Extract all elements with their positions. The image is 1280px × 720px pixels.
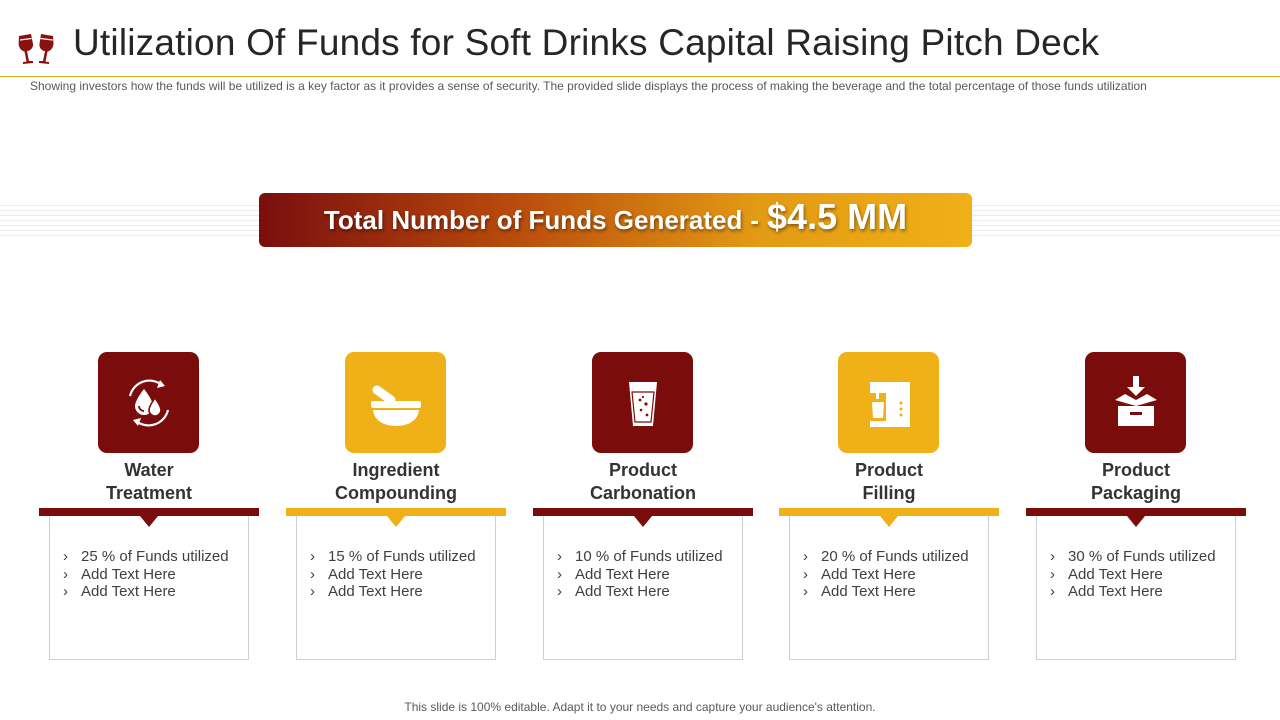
stage-product-filling: Product Filling › 20 % of Funds utilized … bbox=[779, 352, 999, 662]
list-item: › Add Text Here bbox=[310, 565, 423, 583]
stage-divider-bar bbox=[1026, 508, 1246, 516]
stage-product-carbonation: Product Carbonation › 10 % of Funds utili… bbox=[533, 352, 753, 662]
mortar-pestle-icon bbox=[370, 385, 421, 426]
filling-machine-icon bbox=[869, 381, 910, 427]
stage-details-card: › 30 % of Funds utilized › Add Text Here ›… bbox=[1036, 516, 1236, 660]
stage-details-card: › 15 % of Funds utilized › Add Text Here ›… bbox=[296, 516, 496, 660]
stage-ingredient-compounding: Ingredient Compounding › 15 % of Funds ut… bbox=[286, 352, 506, 662]
list-item-text: Add Text Here bbox=[575, 583, 670, 600]
stage-title-line: Treatment bbox=[105, 483, 193, 503]
stage-divider-bar bbox=[286, 508, 506, 516]
list-item-text: 30 % of Funds utilized bbox=[1068, 548, 1216, 565]
page-title: Utilization Of Funds for Soft Drinks Cap… bbox=[73, 22, 1100, 63]
stage-water-treatment: Water Treatment › 25 % of Funds utilized … bbox=[39, 352, 259, 662]
packaging-box-icon bbox=[1114, 375, 1157, 426]
list-item: › Add Text Here bbox=[803, 583, 916, 600]
stage-title-line: Product bbox=[854, 460, 923, 480]
list-item-text: 10 % of Funds utilized bbox=[575, 548, 723, 565]
list-item-text: Add Text Here bbox=[1068, 565, 1163, 583]
list-item: › Add Text Here bbox=[310, 583, 423, 600]
stage-details-card: › 25 % of Funds utilized › Add Text Here ›… bbox=[49, 516, 249, 660]
stage-title: Product Filling bbox=[779, 459, 999, 505]
stage-divider-bar bbox=[533, 508, 753, 516]
list-item: › Add Text Here bbox=[1050, 565, 1163, 583]
list-item-text: Add Text Here bbox=[575, 565, 670, 583]
banner-separator: - bbox=[750, 204, 760, 235]
list-item: › Add Text Here bbox=[63, 565, 176, 583]
stage-icon-box bbox=[1085, 352, 1186, 453]
stage-pointer bbox=[880, 516, 898, 527]
list-item: › Add Text Here bbox=[803, 565, 916, 583]
page-subtitle: Showing investors how the funds will be … bbox=[30, 79, 1147, 93]
stage-title-line: Filling bbox=[862, 483, 916, 503]
list-item-text: Add Text Here bbox=[328, 583, 423, 600]
stage-icon-box bbox=[592, 352, 693, 453]
stage-icon-box bbox=[838, 352, 939, 453]
total-funds-banner: Total Number of Funds Generated - $4.5 M… bbox=[259, 193, 972, 247]
list-item: › 20 % of Funds utilized bbox=[803, 548, 969, 565]
stage-pointer bbox=[634, 516, 652, 527]
footer-note: This slide is 100% editable. Adapt it to… bbox=[404, 700, 876, 714]
title-divider bbox=[0, 76, 1280, 77]
stage-title-line: Ingredient bbox=[352, 460, 440, 480]
stage-details-card: › 20 % of Funds utilized › Add Text Here ›… bbox=[789, 516, 989, 660]
stage-icon-box bbox=[345, 352, 446, 453]
stage-title-line: Product bbox=[608, 460, 677, 480]
list-item: › 25 % of Funds utilized bbox=[63, 548, 229, 565]
stage-divider-bar bbox=[779, 508, 999, 516]
stage-title-line: Packaging bbox=[1090, 483, 1182, 503]
list-item: › Add Text Here bbox=[1050, 583, 1163, 600]
list-item: › 15 % of Funds utilized bbox=[310, 548, 476, 565]
wine-glasses-icon bbox=[18, 34, 54, 64]
stage-title: Ingredient Compounding bbox=[286, 459, 506, 505]
stage-divider-bar bbox=[39, 508, 259, 516]
list-item-text: 20 % of Funds utilized bbox=[821, 548, 969, 565]
stage-title: Product Packaging bbox=[1026, 459, 1246, 505]
stage-title-line: Carbonation bbox=[590, 483, 696, 503]
stage-icon-box bbox=[98, 352, 199, 453]
stage-details-card: › 10 % of Funds utilized › Add Text Here ›… bbox=[543, 516, 743, 660]
banner-label: Total Number of Funds Generated bbox=[323, 204, 743, 235]
stage-pointer bbox=[387, 516, 405, 527]
banner-amount: $4.5 MM bbox=[767, 196, 908, 237]
list-item: › 10 % of Funds utilized bbox=[557, 548, 723, 565]
glass-icon bbox=[628, 381, 657, 426]
list-item-text: Add Text Here bbox=[328, 565, 423, 583]
list-item: › Add Text Here bbox=[557, 583, 670, 600]
list-item: › Add Text Here bbox=[63, 583, 176, 600]
water-treatment-icon bbox=[128, 379, 169, 426]
list-item-text: 15 % of Funds utilized bbox=[328, 548, 476, 565]
stage-pointer bbox=[140, 516, 158, 527]
list-item-text: Add Text Here bbox=[1068, 583, 1163, 600]
stage-title-line: Compounding bbox=[335, 483, 457, 503]
list-item-text: 25 % of Funds utilized bbox=[81, 548, 229, 565]
list-item: › 30 % of Funds utilized bbox=[1050, 548, 1216, 565]
list-item-text: Add Text Here bbox=[821, 583, 916, 600]
stage-title-line: Product bbox=[1101, 460, 1170, 480]
list-item-text: Add Text Here bbox=[81, 583, 176, 600]
stage-pointer bbox=[1127, 516, 1145, 527]
stage-title: Product Carbonation bbox=[533, 459, 753, 505]
list-item: › Add Text Here bbox=[557, 565, 670, 583]
stage-title: Water Treatment bbox=[39, 459, 259, 505]
list-item-text: Add Text Here bbox=[81, 565, 176, 583]
stage-product-packaging: Product Packaging › 30 % of Funds utilize… bbox=[1026, 352, 1246, 662]
list-item-text: Add Text Here bbox=[821, 565, 916, 583]
stage-title-line: Water bbox=[124, 460, 174, 480]
